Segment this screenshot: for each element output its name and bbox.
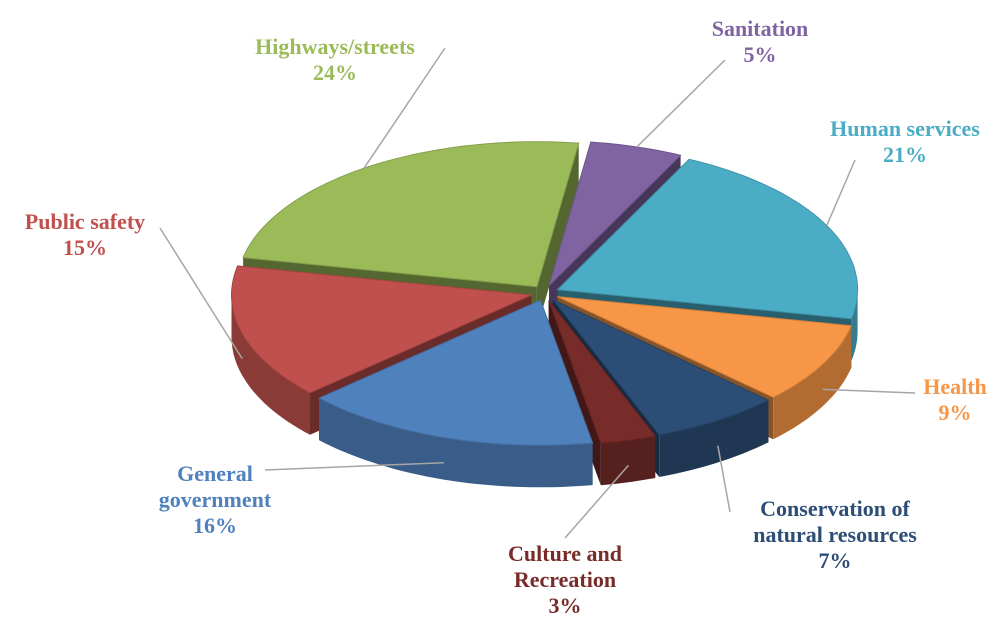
slice-label: General government 16% (150, 461, 280, 539)
slice (557, 296, 853, 398)
slice-label: Health 9% (825, 374, 1003, 426)
category-label: Public safety (24, 209, 146, 234)
slice-label: Public safety 15% (0, 209, 215, 261)
slice-wall (600, 436, 656, 486)
leader-line (264, 462, 444, 471)
leader-line (826, 159, 856, 226)
slice-label: Culture and Recreation 3% (490, 541, 640, 619)
slice (317, 299, 594, 446)
category-label: Highways/streets (255, 34, 415, 59)
category-label: Health (923, 374, 987, 399)
slice-wall (773, 325, 852, 440)
slice (230, 265, 534, 394)
value-label: 9% (938, 400, 972, 425)
category-label: General government (158, 461, 272, 512)
leader-line (636, 59, 726, 148)
category-label: Conservation of natural resources (753, 496, 917, 547)
value-label: 7% (818, 548, 852, 573)
value-label: 21% (883, 142, 927, 167)
leader-line (159, 227, 243, 360)
slice-label: Sanitation 5% (630, 16, 890, 68)
category-label: Culture and Recreation (508, 541, 622, 592)
slice (548, 141, 682, 288)
value-label: 16% (193, 513, 237, 538)
value-label: 3% (548, 593, 582, 618)
value-label: 24% (313, 60, 357, 85)
slice-label: Human services 21% (775, 116, 1003, 168)
slice-wall (851, 289, 858, 361)
value-label: 5% (743, 42, 777, 67)
slice-label: Conservation of natural resources 7% (730, 496, 940, 574)
slice (556, 158, 859, 320)
slice-wall (659, 400, 769, 477)
leader-line (363, 47, 446, 169)
value-label: 15% (63, 235, 107, 260)
slice (548, 300, 657, 444)
leader-line (564, 464, 629, 539)
leader-line (822, 388, 916, 394)
slice (242, 141, 580, 288)
category-label: Human services (830, 116, 980, 141)
slice (552, 298, 770, 436)
category-label: Sanitation (711, 16, 809, 41)
slice-side (536, 143, 579, 329)
slice-wall (231, 295, 310, 435)
slice-label: Highways/streets 24% (205, 34, 465, 86)
leader-line (717, 445, 731, 513)
